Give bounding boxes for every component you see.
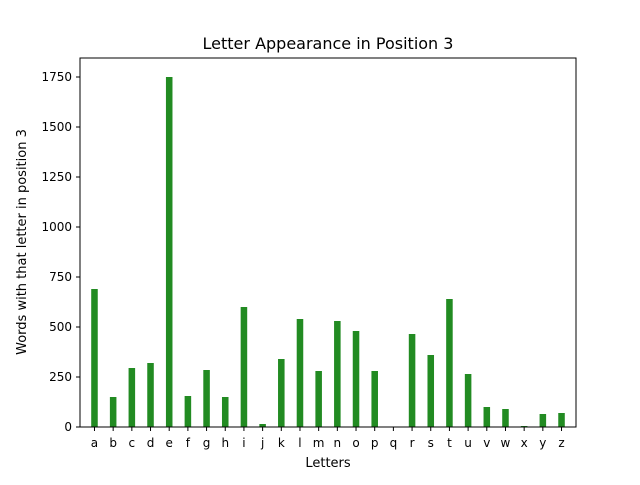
- bar-s: [427, 355, 435, 427]
- bar-y: [539, 414, 547, 427]
- x-tick-label-i: i: [242, 436, 245, 450]
- y-tick-label: 500: [49, 320, 72, 334]
- x-tick-label-w: w: [501, 436, 511, 450]
- x-tick-label-l: l: [298, 436, 301, 450]
- y-tick-label: 0: [64, 420, 72, 434]
- x-tick-label-k: k: [278, 436, 285, 450]
- bar-l: [296, 319, 304, 427]
- bar-r: [408, 334, 416, 427]
- x-tick-label-f: f: [186, 436, 191, 450]
- bar-m: [315, 371, 322, 427]
- x-tick-label-j: j: [260, 436, 264, 450]
- bar-a: [91, 289, 98, 427]
- bar-w: [502, 409, 509, 427]
- bar-z: [558, 413, 565, 427]
- y-tick-label: 1000: [41, 220, 72, 234]
- bar-i: [240, 307, 248, 427]
- x-tick-label-o: o: [352, 436, 359, 450]
- x-tick-label-m: m: [313, 436, 325, 450]
- bar-o: [352, 331, 360, 427]
- bar-c: [128, 368, 136, 427]
- chart-title: Letter Appearance in Position 3: [203, 34, 454, 53]
- bar-n: [334, 321, 341, 427]
- x-tick-label-x: x: [521, 436, 528, 450]
- y-axis-label: Words with that letter in position 3: [15, 129, 30, 355]
- x-tick-label-z: z: [558, 436, 564, 450]
- y-tick-label: 1250: [41, 170, 72, 184]
- x-tick-label-u: u: [464, 436, 472, 450]
- x-tick-label-q: q: [390, 436, 398, 450]
- bar-t: [446, 299, 453, 427]
- bar-f: [184, 396, 192, 427]
- bar-e: [165, 77, 173, 427]
- x-tick-label-a: a: [91, 436, 98, 450]
- bar-j: [259, 424, 266, 427]
- x-tick-label-n: n: [334, 436, 342, 450]
- plot-frame: [79, 57, 577, 428]
- x-axis-label: Letters: [305, 456, 351, 471]
- x-tick-label-g: g: [203, 436, 211, 450]
- x-tick-label-t: t: [447, 436, 452, 450]
- bar-p: [371, 371, 378, 427]
- x-tick-label-b: b: [109, 436, 117, 450]
- x-tick-label-s: s: [428, 436, 434, 450]
- y-tick-label: 1750: [41, 70, 72, 84]
- y-tick-label: 250: [49, 370, 72, 384]
- y-axis: 0 250 500 750 1000 1250 1500 1750: [41, 70, 80, 434]
- x-tick-label-r: r: [410, 436, 415, 450]
- y-tick-label: 750: [49, 270, 72, 284]
- x-tick-label-d: d: [147, 436, 155, 450]
- bar-b: [109, 397, 117, 427]
- x-tick-label-h: h: [221, 436, 229, 450]
- x-tick-label-c: c: [129, 436, 136, 450]
- bar-v: [483, 407, 491, 427]
- bars-group: [91, 77, 565, 427]
- bar-u: [464, 374, 472, 427]
- x-tick-label-e: e: [166, 436, 173, 450]
- x-tick-label-y: y: [539, 436, 546, 450]
- x-tick-label-v: v: [483, 436, 490, 450]
- bar-k: [278, 359, 285, 427]
- bar-h: [221, 397, 229, 427]
- x-tick-label-p: p: [371, 436, 379, 450]
- bar-g: [203, 370, 210, 427]
- y-tick-label: 1500: [41, 120, 72, 134]
- bar-d: [147, 363, 154, 427]
